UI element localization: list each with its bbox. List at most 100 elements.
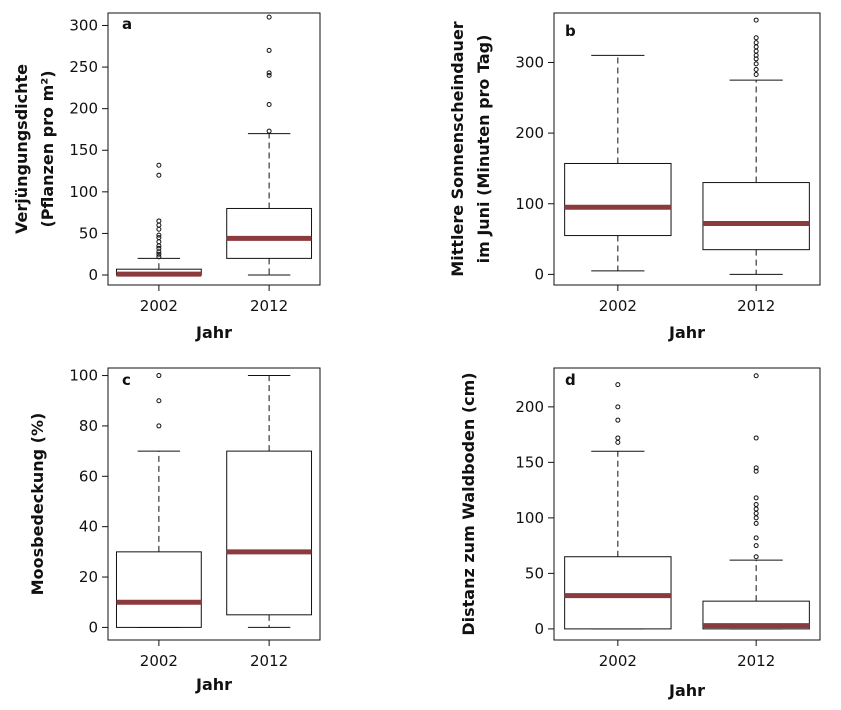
chart-panel-d: d 0 50 100 150 200 2002 2012 Jahr Distanz zum Wal… [459, 367, 821, 700]
outlier-point [753, 40, 759, 46]
panel-letter: d [565, 371, 576, 389]
box-2002 [115, 373, 202, 628]
y-axis-title: (Pflanzen pro m²) [38, 70, 57, 227]
outlier-point [753, 502, 759, 508]
y-tick-label: 300 [69, 16, 98, 34]
outlier-point [753, 515, 759, 521]
box-2012 [702, 373, 810, 630]
x-tick-label: 2002 [140, 652, 178, 670]
outlier-point [615, 439, 621, 445]
x-tick-label: 2012 [250, 297, 288, 315]
outlier-point [156, 172, 162, 178]
y-tick-label: 150 [515, 453, 544, 471]
plot-frame [107, 12, 321, 286]
y-tick-label: 0 [88, 266, 98, 284]
outlier-point [615, 404, 621, 410]
y-tick-label: 40 [79, 518, 98, 536]
y-tick-label: 200 [515, 124, 544, 142]
box-iqr [226, 207, 313, 259]
outlier-point [156, 218, 162, 224]
outlier-point [156, 398, 162, 404]
x-axis-title: Jahr [668, 681, 705, 700]
outlier-point [266, 72, 272, 78]
outlier-point [753, 465, 759, 471]
y-axis-title: Verjüngungsdichte [12, 64, 31, 234]
box-iqr [564, 162, 672, 237]
y-tick-label: 100 [515, 195, 544, 213]
panel-letter: c [122, 371, 131, 389]
y-tick-label: 50 [525, 564, 544, 582]
y-tick-label: 100 [69, 367, 98, 385]
outlier-point [753, 61, 759, 67]
x-axis-title: Jahr [195, 323, 232, 342]
y-tick-label: 100 [515, 509, 544, 527]
outlier-point [156, 232, 162, 238]
outlier-point [615, 435, 621, 441]
outlier-point [156, 222, 162, 228]
outlier-point [753, 535, 759, 541]
y-tick-label: 200 [515, 398, 544, 416]
y-tick-label: 150 [69, 141, 98, 159]
outlier-point [753, 543, 759, 549]
outlier-point [266, 101, 272, 107]
plot-frame [107, 367, 321, 641]
outlier-point [156, 423, 162, 429]
y-tick-label: 100 [69, 183, 98, 201]
outlier-point [753, 71, 759, 77]
x-tick-label: 2012 [737, 652, 775, 670]
y-tick-label: 250 [69, 58, 98, 76]
x-axis-title: Jahr [195, 675, 232, 694]
outlier-point [753, 510, 759, 516]
y-tick-label: 0 [534, 265, 544, 283]
box-2012 [226, 14, 313, 276]
chart-panel-a: a 0 50 100 150 200 250 300 2002 2012 Jahr Verjüngun… [12, 12, 321, 342]
panel-letter: a [122, 15, 132, 33]
box-2002 [115, 162, 202, 277]
y-tick-label: 50 [79, 224, 98, 242]
x-tick-label: 2002 [599, 652, 637, 670]
outlier-point [753, 495, 759, 501]
outlier-point [156, 373, 162, 379]
box-iqr [564, 556, 672, 630]
outlier-point [753, 435, 759, 441]
x-tick-label: 2002 [140, 297, 178, 315]
y-tick-label: 60 [79, 467, 98, 485]
box-2012 [702, 17, 810, 275]
box-2012 [226, 375, 313, 628]
outlier-point [156, 239, 162, 245]
outlier-point [615, 417, 621, 423]
outlier-point [266, 70, 272, 76]
outlier-point [753, 373, 759, 379]
box-iqr [115, 551, 202, 628]
outlier-point [156, 245, 162, 251]
outlier-point [156, 162, 162, 168]
y-tick-label: 0 [88, 618, 98, 636]
box-2002 [564, 54, 672, 272]
x-axis-title: Jahr [668, 323, 705, 342]
y-axis-title: Mittlere Sonnenscheindauer [448, 21, 467, 277]
outlier-point [753, 44, 759, 50]
outlier-point [753, 468, 759, 474]
x-tick-label: 2002 [599, 297, 637, 315]
outlier-point [266, 47, 272, 53]
outlier-point [753, 67, 759, 73]
outlier-point [156, 226, 162, 232]
panel-letter: b [565, 22, 576, 40]
box-iqr [226, 450, 313, 616]
y-axis-title: im Juni (Minuten pro Tag) [474, 35, 493, 264]
y-tick-label: 300 [515, 53, 544, 71]
outlier-point [753, 35, 759, 41]
outlier-point [266, 128, 272, 134]
y-tick-label: 200 [69, 100, 98, 118]
outlier-point [753, 17, 759, 23]
plot-frame [553, 12, 821, 286]
y-tick-label: 80 [79, 417, 98, 435]
outlier-point [615, 382, 621, 388]
x-tick-label: 2012 [250, 652, 288, 670]
outlier-point [753, 520, 759, 526]
y-axis-title: Distanz zum Waldboden (cm) [459, 372, 478, 635]
outlier-point [753, 48, 759, 54]
box-iqr [702, 182, 810, 251]
outlier-point [753, 554, 759, 560]
